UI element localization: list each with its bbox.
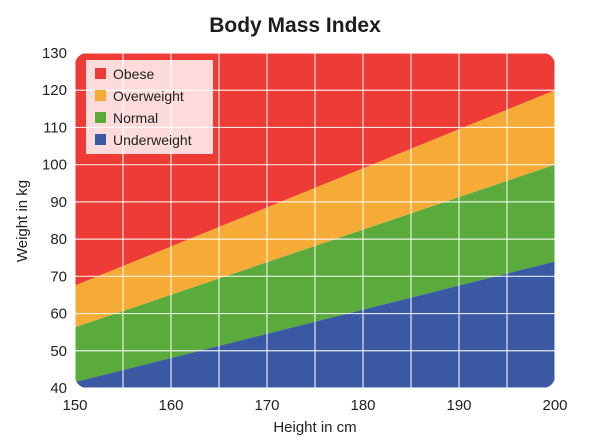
legend-swatch-overweight: [95, 90, 106, 101]
grid: [75, 53, 555, 388]
x-tick-label: 190: [446, 397, 471, 414]
legend-label-normal: Normal: [113, 110, 158, 126]
legend-box: [86, 60, 213, 154]
x-tick-label: 160: [158, 397, 183, 414]
y-tick-label: 120: [42, 82, 67, 99]
y-tick-label: 40: [50, 380, 67, 397]
y-tick-label: 90: [50, 194, 67, 211]
y-axis-label: Weight in kg: [14, 180, 31, 262]
chart-title: Body Mass Index: [209, 14, 381, 37]
legend-label-underweight: Underweight: [113, 132, 192, 148]
y-tick-label: 70: [50, 268, 67, 285]
x-tick-label: 150: [62, 397, 87, 414]
y-tick-label: 100: [42, 157, 67, 174]
legend-swatch-underweight: [95, 134, 106, 145]
legend-swatch-normal: [95, 112, 106, 123]
legend: Obese Overweight Normal Underweight: [86, 60, 213, 154]
axis-ticks: 150 160 170 180 190 200 40 50 60 70 80 90 100 110 120 1…: [42, 45, 568, 414]
x-tick-label: 180: [350, 397, 375, 414]
x-tick-label: 170: [254, 397, 279, 414]
y-tick-label: 50: [50, 343, 67, 360]
x-axis-label: Height in cm: [273, 419, 356, 436]
legend-label-overweight: Overweight: [113, 88, 184, 104]
x-tick-label: 200: [542, 397, 567, 414]
y-tick-label: 60: [50, 306, 67, 323]
y-tick-label: 80: [50, 231, 67, 248]
legend-swatch-obese: [95, 68, 106, 79]
legend-label-obese: Obese: [113, 66, 154, 82]
y-tick-label: 130: [42, 45, 67, 62]
y-tick-label: 110: [43, 119, 67, 136]
